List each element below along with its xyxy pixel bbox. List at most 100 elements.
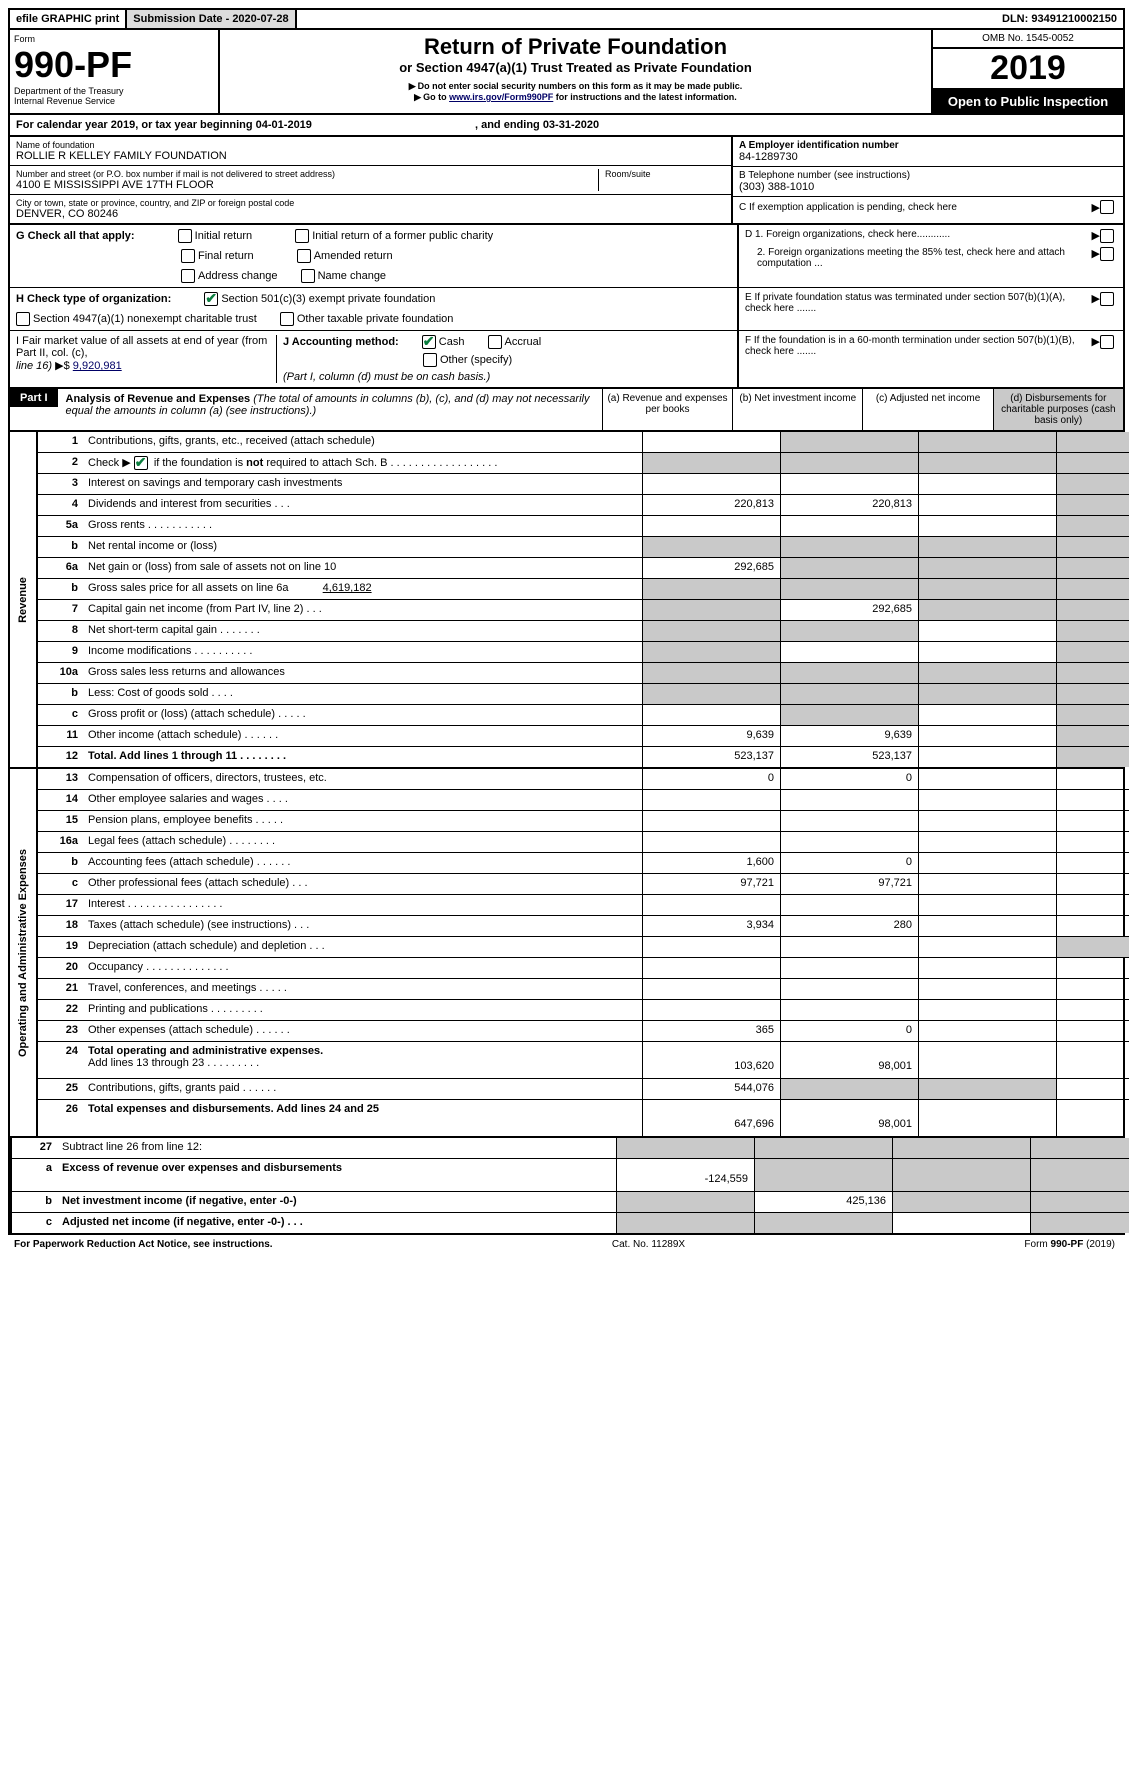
open-inspection: Open to Public Inspection	[933, 90, 1123, 113]
foundation-name: ROLLIE R KELLEY FAMILY FOUNDATION	[16, 150, 725, 162]
line-23: Other expenses (attach schedule) . . . .…	[82, 1021, 642, 1041]
d1-label: D 1. Foreign organizations, check here..…	[745, 229, 1092, 243]
c-label: C If exemption application is pending, c…	[739, 202, 1092, 213]
d1-checkbox[interactable]	[1100, 229, 1114, 243]
top-bar: efile GRAPHIC print Submission Date - 20…	[10, 10, 1123, 30]
col-c-header: (c) Adjusted net income	[862, 389, 992, 430]
line-27a: Excess of revenue over expenses and disb…	[56, 1159, 616, 1191]
section-g-row: G Check all that apply: Initial return I…	[10, 225, 1123, 288]
h2-checkbox[interactable]	[16, 312, 30, 326]
line-10b: Less: Cost of goods sold . . . .	[82, 684, 642, 704]
efile-label: efile GRAPHIC print	[10, 10, 127, 28]
irs-link[interactable]: www.irs.gov/Form990PF	[449, 92, 553, 102]
j-label: J Accounting method:	[283, 336, 399, 348]
line-2: Check ▶ if the foundation is not require…	[82, 453, 642, 473]
j-cash-checkbox[interactable]	[422, 335, 436, 349]
part1-header: Part I Analysis of Revenue and Expenses …	[10, 387, 1123, 432]
g-label: G Check all that apply:	[16, 230, 135, 242]
g5-checkbox[interactable]	[181, 269, 195, 283]
g2-checkbox[interactable]	[295, 229, 309, 243]
entity-info: Name of foundation ROLLIE R KELLEY FAMIL…	[10, 137, 1123, 225]
paperwork-notice: For Paperwork Reduction Act Notice, see …	[14, 1239, 273, 1250]
line-18: Taxes (attach schedule) (see instruction…	[82, 916, 642, 936]
line-20: Occupancy . . . . . . . . . . . . . .	[82, 958, 642, 978]
calendar-year-row: For calendar year 2019, or tax year begi…	[10, 115, 1123, 137]
revenue-section: Revenue 1Contributions, gifts, grants, e…	[10, 432, 1123, 769]
line-27b: Net investment income (if negative, ente…	[56, 1192, 616, 1212]
submission-date: Submission Date - 2020-07-28	[127, 10, 296, 28]
line-27: Subtract line 26 from line 12:	[56, 1138, 616, 1158]
part1-label: Part I	[10, 389, 58, 407]
tax-year: 2019	[933, 49, 1123, 90]
col-d-header: (d) Disbursements for charitable purpose…	[993, 389, 1123, 430]
form-title: Return of Private Foundation	[224, 34, 927, 60]
name-label: Name of foundation	[16, 140, 725, 150]
h3-checkbox[interactable]	[280, 312, 294, 326]
line-11: Other income (attach schedule) . . . . .…	[82, 726, 642, 746]
e-label: E If private foundation status was termi…	[745, 292, 1092, 326]
d2-label: 2. Foreign organizations meeting the 85%…	[745, 247, 1092, 269]
line-24: Total operating and administrative expen…	[82, 1042, 642, 1078]
ssn-warning: Do not enter social security numbers on …	[224, 81, 927, 92]
sch-b-checkbox[interactable]	[134, 456, 148, 470]
line-3: Interest on savings and temporary cash i…	[82, 474, 642, 494]
form-header: Form 990-PF Department of the Treasury I…	[10, 30, 1123, 115]
line-17: Interest . . . . . . . . . . . . . . . .	[82, 895, 642, 915]
g1-checkbox[interactable]	[178, 229, 192, 243]
col-b-header: (b) Net investment income	[732, 389, 862, 430]
revenue-tab: Revenue	[10, 432, 38, 767]
section-h-row: H Check type of organization: Section 50…	[10, 288, 1123, 331]
f-label: F If the foundation is in a 60-month ter…	[745, 335, 1092, 383]
g4-checkbox[interactable]	[297, 249, 311, 263]
dept: Department of the Treasury	[14, 86, 214, 96]
form-number: 990-PF	[14, 44, 214, 86]
form-container: efile GRAPHIC print Submission Date - 20…	[8, 8, 1125, 1235]
irs: Internal Revenue Service	[14, 96, 214, 106]
part1-title: Analysis of Revenue and Expenses	[66, 393, 251, 405]
line-7: Capital gain net income (from Part IV, l…	[82, 600, 642, 620]
j-note: (Part I, column (d) must be on cash basi…	[283, 371, 490, 383]
dln: DLN: 93491210002150	[996, 10, 1123, 28]
addr-label: Number and street (or P.O. box number if…	[16, 169, 598, 179]
j-other-checkbox[interactable]	[423, 353, 437, 367]
line-8: Net short-term capital gain . . . . . . …	[82, 621, 642, 641]
phone-value: (303) 388-1010	[739, 181, 1117, 193]
line-16c: Other professional fees (attach schedule…	[82, 874, 642, 894]
f-checkbox[interactable]	[1100, 335, 1114, 349]
line-16b: Accounting fees (attach schedule) . . . …	[82, 853, 642, 873]
line-10a: Gross sales less returns and allowances	[82, 663, 642, 683]
line-12: Total. Add lines 1 through 11 . . . . . …	[82, 747, 642, 767]
page-footer: For Paperwork Reduction Act Notice, see …	[8, 1235, 1121, 1254]
expenses-tab: Operating and Administrative Expenses	[10, 769, 38, 1136]
form-word: Form	[14, 34, 214, 44]
line-16a: Legal fees (attach schedule) . . . . . .…	[82, 832, 642, 852]
g6-checkbox[interactable]	[301, 269, 315, 283]
e-checkbox[interactable]	[1100, 292, 1114, 306]
form-subtitle: or Section 4947(a)(1) Trust Treated as P…	[224, 60, 927, 75]
j-accrual-checkbox[interactable]	[488, 335, 502, 349]
fmv-value[interactable]: 9,920,981	[73, 360, 122, 372]
street-address: 4100 E MISSISSIPPI AVE 17TH FLOOR	[16, 179, 598, 191]
c-checkbox[interactable]	[1100, 200, 1114, 214]
line-9: Income modifications . . . . . . . . . .	[82, 642, 642, 662]
g3-checkbox[interactable]	[181, 249, 195, 263]
line-13: Compensation of officers, directors, tru…	[82, 769, 642, 789]
line-22: Printing and publications . . . . . . . …	[82, 1000, 642, 1020]
line-21: Travel, conferences, and meetings . . . …	[82, 979, 642, 999]
room-label: Room/suite	[605, 169, 725, 179]
line-1: Contributions, gifts, grants, etc., rece…	[82, 432, 642, 452]
d2-checkbox[interactable]	[1100, 247, 1114, 261]
line-15: Pension plans, employee benefits . . . .…	[82, 811, 642, 831]
line-5b: Net rental income or (loss)	[82, 537, 642, 557]
h-label: H Check type of organization:	[16, 293, 171, 305]
catalog-number: Cat. No. 11289X	[612, 1239, 685, 1250]
line-6a: Net gain or (loss) from sale of assets n…	[82, 558, 642, 578]
line-4: Dividends and interest from securities .…	[82, 495, 642, 515]
section-ij-row: I Fair market value of all assets at end…	[10, 331, 1123, 387]
line-10c: Gross profit or (loss) (attach schedule)…	[82, 705, 642, 725]
line-5a: Gross rents . . . . . . . . . . .	[82, 516, 642, 536]
line-14: Other employee salaries and wages . . . …	[82, 790, 642, 810]
expenses-section: Operating and Administrative Expenses 13…	[10, 769, 1123, 1138]
line-27c: Adjusted net income (if negative, enter …	[56, 1213, 616, 1233]
h1-checkbox[interactable]	[204, 292, 218, 306]
